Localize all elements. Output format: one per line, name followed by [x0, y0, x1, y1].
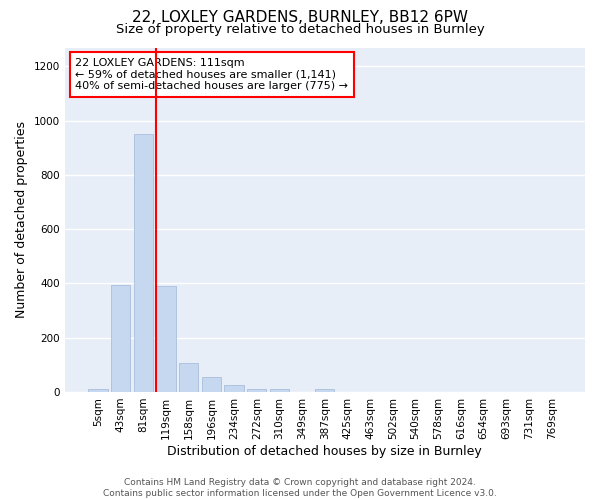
Bar [247, 389, 266, 392]
Bar [111, 285, 130, 392]
Y-axis label: Number of detached properties: Number of detached properties [15, 121, 28, 318]
Bar [88, 389, 107, 392]
Bar [315, 389, 334, 392]
Text: 22, LOXLEY GARDENS, BURNLEY, BB12 6PW: 22, LOXLEY GARDENS, BURNLEY, BB12 6PW [132, 10, 468, 25]
Bar [157, 286, 176, 392]
Bar [202, 377, 221, 392]
Text: Contains HM Land Registry data © Crown copyright and database right 2024.
Contai: Contains HM Land Registry data © Crown c… [103, 478, 497, 498]
Bar [179, 364, 199, 392]
Text: Size of property relative to detached houses in Burnley: Size of property relative to detached ho… [116, 22, 484, 36]
Text: 22 LOXLEY GARDENS: 111sqm
← 59% of detached houses are smaller (1,141)
40% of se: 22 LOXLEY GARDENS: 111sqm ← 59% of detac… [75, 58, 348, 91]
Bar [134, 134, 153, 392]
X-axis label: Distribution of detached houses by size in Burnley: Distribution of detached houses by size … [167, 444, 482, 458]
Bar [270, 389, 289, 392]
Bar [224, 385, 244, 392]
